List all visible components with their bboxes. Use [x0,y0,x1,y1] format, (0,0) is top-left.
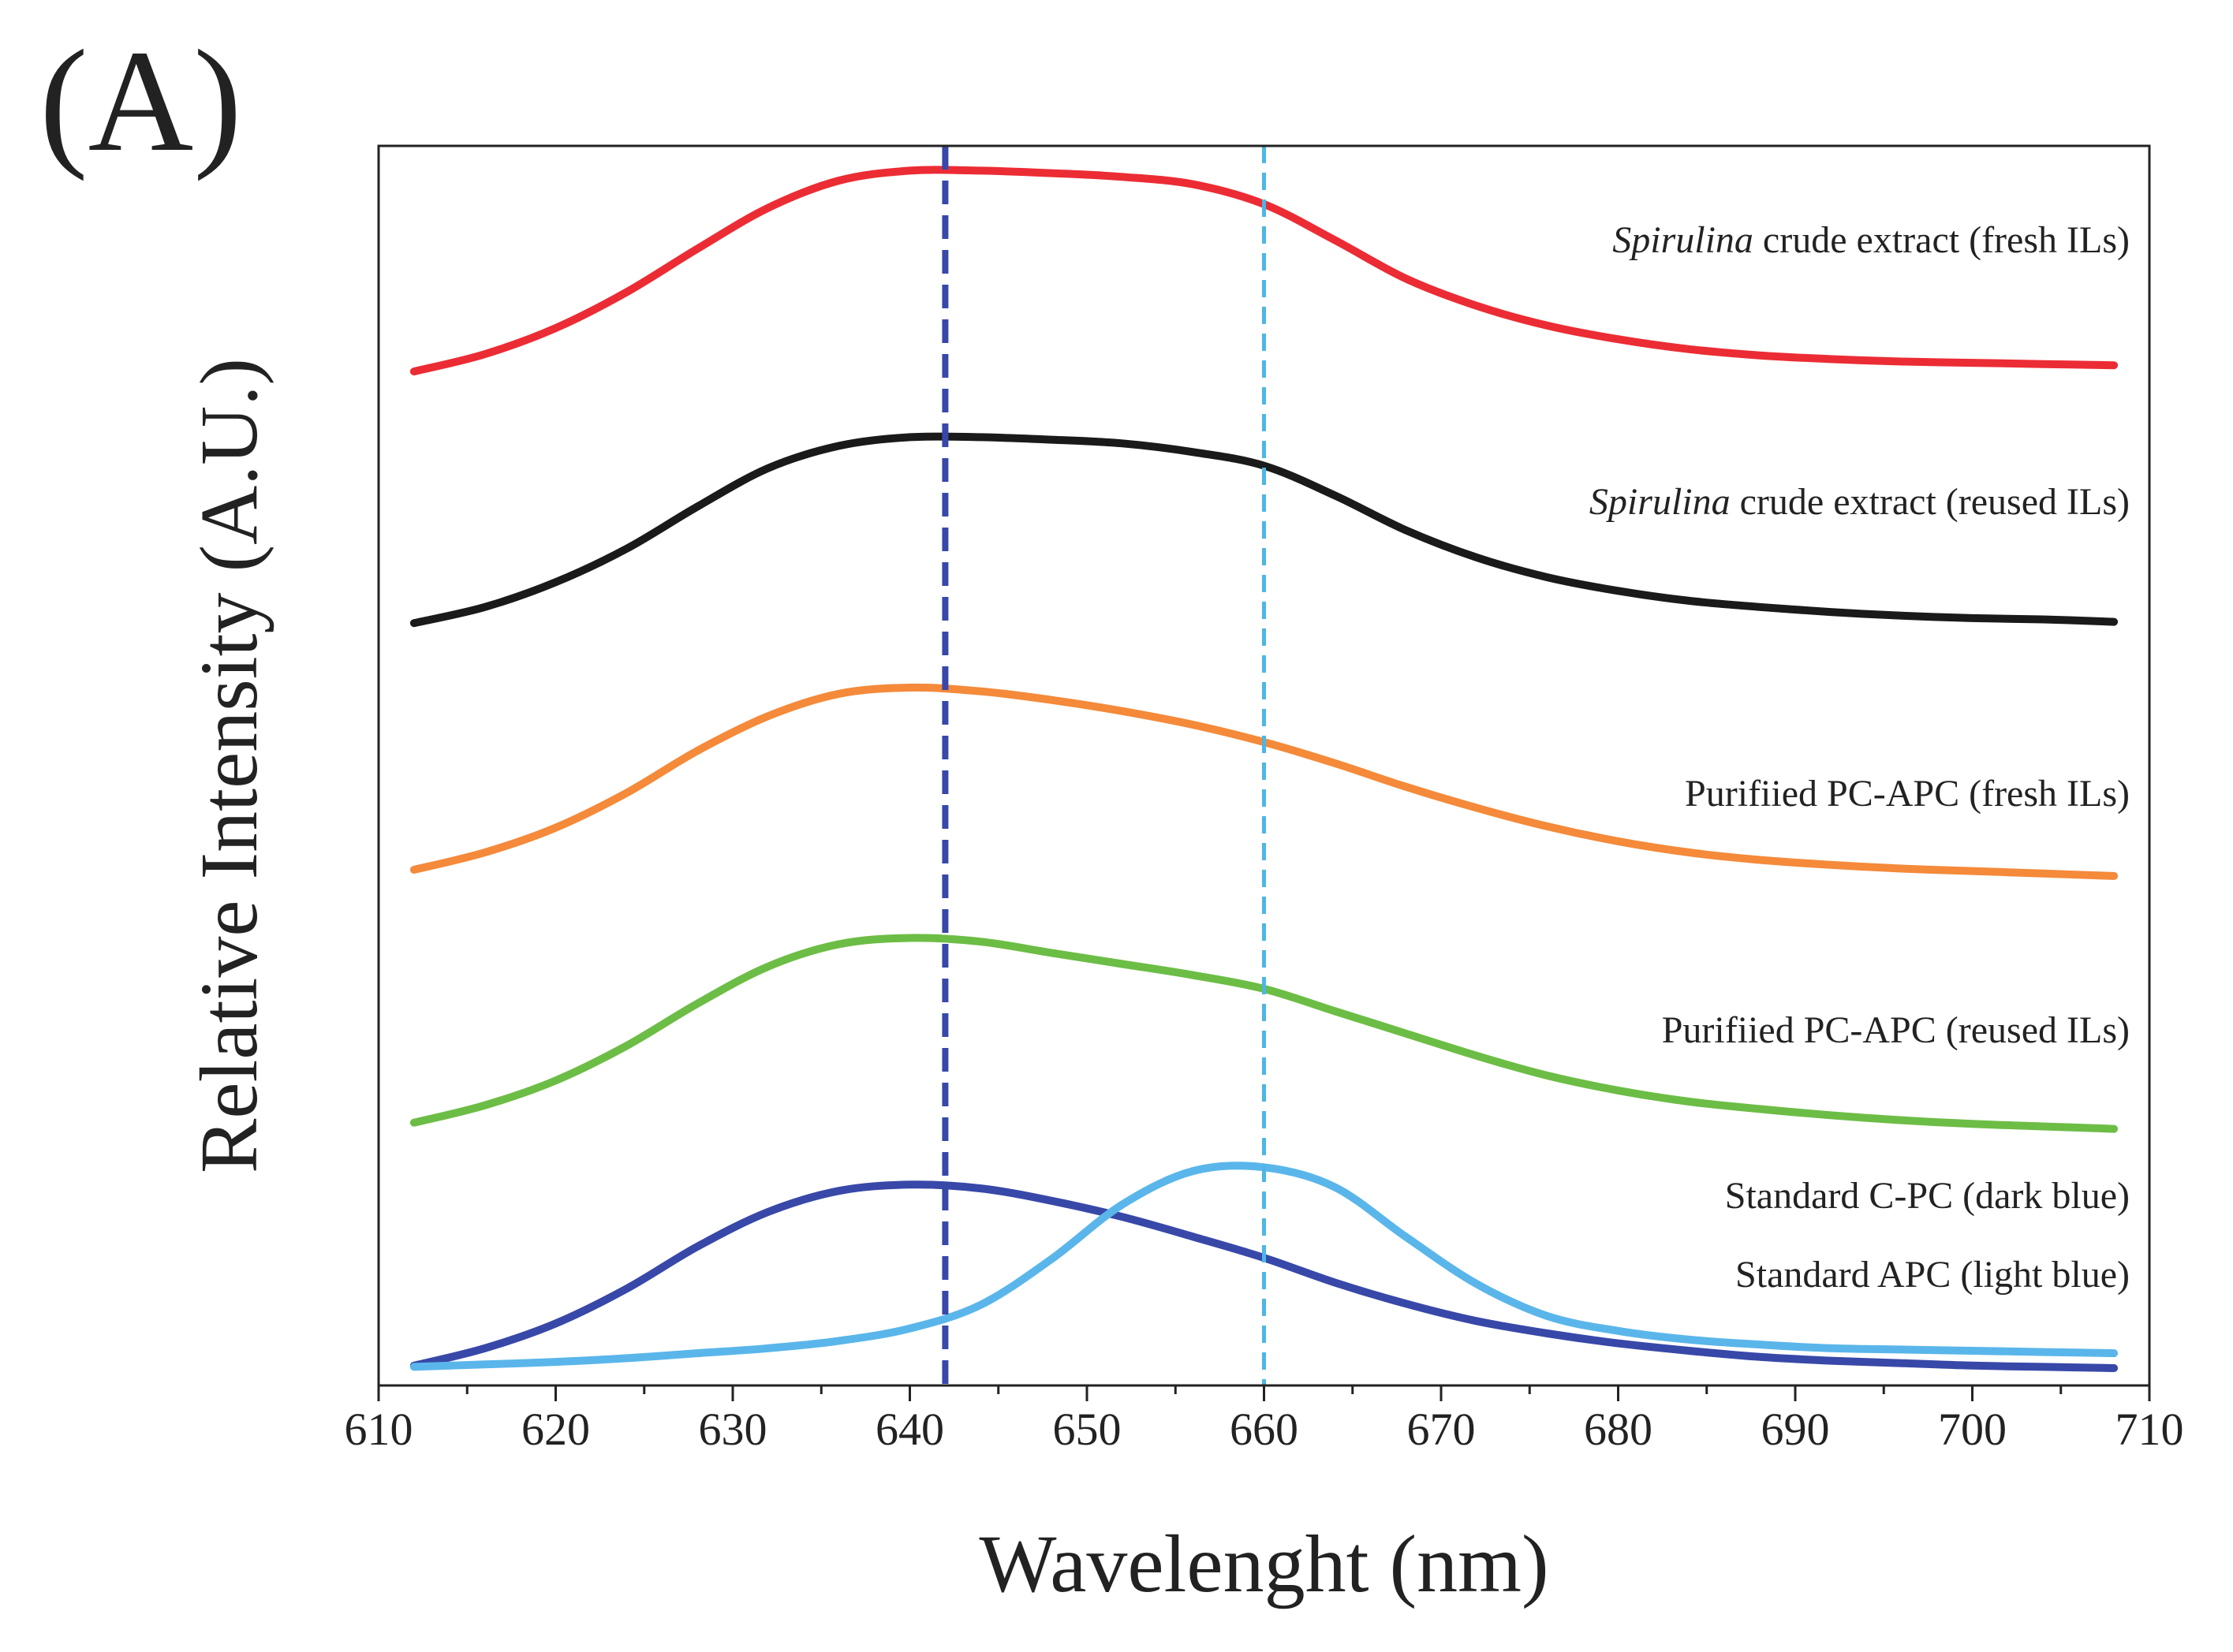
series-label-0: Spirulina crude extract (fresh ILs) [1612,219,2130,261]
series-line-2 [409,683,2119,880]
series-line-1 [409,432,2119,628]
series-label-italic: Spirulina [1612,219,1753,261]
series-label-2: Purifiied PC-APC (fresh ILs) [1685,773,2130,815]
x-tick-label: 680 [1584,1404,1652,1455]
plot-area: Spirulina crude extract (fresh ILs)Spiru… [409,146,2130,1385]
y-axis-title: Relative Intensity (A.U.) [184,358,274,1173]
series-line-3 [409,934,2119,1133]
series-label-text: crude extract (fresh ILs) [1753,219,2130,261]
x-tick-label: 660 [1230,1404,1298,1455]
x-tick-label: 630 [699,1404,767,1455]
x-tick-label: 710 [2115,1404,2184,1455]
x-tick-label: 650 [1053,1404,1122,1455]
series-label-italic: Spirulina [1589,481,1731,523]
series-label-4: Standard C-PC (dark blue) [1725,1175,2130,1217]
x-tick-label: 700 [1938,1404,2007,1455]
x-tick-label: 690 [1761,1404,1830,1455]
x-tick-label: 610 [345,1404,413,1455]
x-axis-title: Wavelenght (nm) [979,1519,1548,1609]
x-tick-label: 620 [521,1404,590,1455]
panel-label: (A) [39,21,242,182]
series-label-5: Standard APC (light blue) [1735,1254,2130,1296]
series-label-1: Spirulina crude extract (reused ILs) [1589,481,2130,523]
series-line-4 [409,1180,2119,1372]
series-label-3: Purifiied PC-APC (reused ILs) [1662,1009,2130,1051]
x-tick-label: 670 [1407,1404,1476,1455]
series-label-text: crude extract (reused ILs) [1731,481,2130,523]
axes: 610 620 630 640 650 660 670 680 690 700 710 [345,144,2184,1455]
x-tick-label: 640 [876,1404,944,1455]
